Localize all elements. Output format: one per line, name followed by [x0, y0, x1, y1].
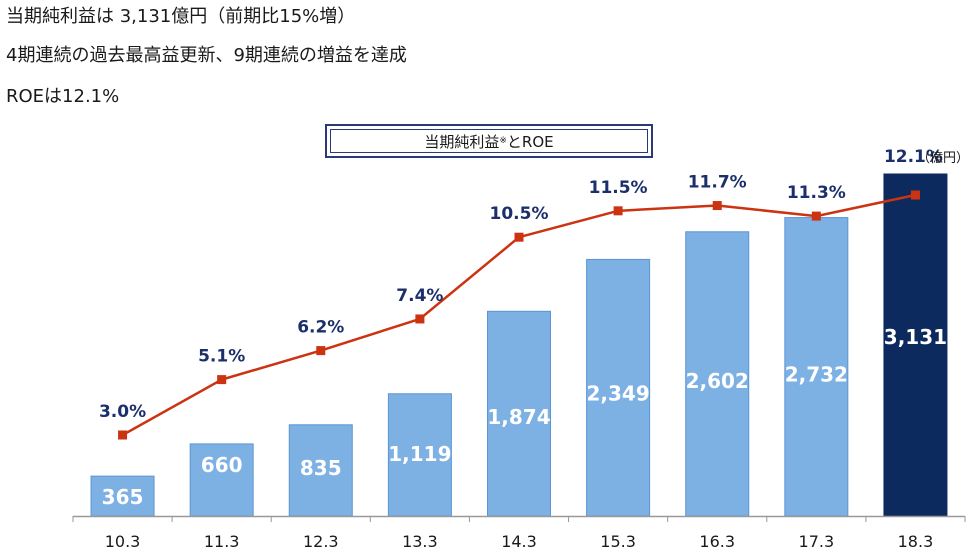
roe-label-12.3: 6.2% — [297, 318, 344, 338]
bar-15.3 — [586, 258, 651, 517]
roe-marker-13.3 — [415, 314, 425, 324]
chart-title-box: 当期純利益 ※ とROE — [325, 124, 653, 158]
bar-value-label-16.3: 2,602 — [686, 369, 749, 393]
bar-value-label-18.3: 3,131 — [884, 325, 947, 349]
roe-label-17.3: 11.3% — [787, 183, 846, 203]
roe-marker-18.3 — [910, 190, 920, 200]
roe-label-18.3: 12.1% — [884, 147, 943, 167]
x-tick-label-14.3: 14.3 — [501, 532, 537, 551]
bar-17.3 — [784, 217, 849, 517]
bar-13.3 — [387, 393, 452, 517]
bar-value-label-12.3: 835 — [300, 456, 342, 480]
roe-label-11.3: 5.1% — [198, 347, 245, 367]
headline-net-income: 当期純利益は 3,131億円（前期比15%増） — [6, 6, 356, 27]
roe-marker-14.3 — [514, 232, 524, 242]
x-tick-label-17.3: 17.3 — [799, 532, 835, 551]
bar-value-label-13.3: 1,119 — [388, 442, 451, 466]
roe-marker-10.3 — [118, 430, 128, 440]
x-tick-label-13.3: 13.3 — [402, 532, 438, 551]
x-tick-label-11.3: 11.3 — [204, 532, 240, 551]
bar-14.3 — [487, 310, 551, 517]
x-tick-label-18.3: 18.3 — [898, 532, 934, 551]
chart-title: 当期純利益 ※ とROE — [330, 129, 648, 153]
roe-label-10.3: 3.0% — [99, 402, 146, 422]
unit-label: （億円） — [917, 150, 969, 166]
bar-value-label-10.3: 365 — [102, 485, 144, 509]
chart-title-main: 当期純利益 — [424, 132, 500, 151]
roe-marker-11.3 — [217, 375, 227, 385]
roe-marker-15.3 — [613, 206, 623, 216]
bar-value-label-17.3: 2,732 — [785, 363, 848, 387]
headline-roe: ROEは12.1% — [6, 86, 120, 107]
headline-record-profit: 4期連続の過去最高益更新、9期連続の増益を達成 — [6, 45, 407, 66]
bar-value-label-11.3: 660 — [201, 453, 243, 477]
x-tick-label-10.3: 10.3 — [105, 532, 141, 551]
bar-value-label-15.3: 2,349 — [586, 382, 649, 406]
roe-label-14.3: 10.5% — [490, 204, 549, 224]
x-tick-label-15.3: 15.3 — [600, 532, 636, 551]
roe-marker-12.3 — [316, 346, 326, 356]
roe-label-15.3: 11.5% — [589, 178, 648, 198]
bar-value-label-14.3: 1,874 — [487, 405, 550, 429]
bar-16.3 — [685, 231, 750, 517]
bar-12.3 — [288, 424, 353, 517]
chart-title-suffix: とROE — [506, 132, 554, 151]
roe-label-13.3: 7.4% — [396, 286, 443, 306]
roe-label-16.3: 11.7% — [688, 173, 747, 193]
x-tick-label-16.3: 16.3 — [699, 532, 735, 551]
bar-10.3 — [90, 475, 155, 517]
bar-18.3 — [883, 173, 948, 517]
roe-marker-17.3 — [811, 211, 821, 221]
roe-marker-16.3 — [712, 201, 722, 211]
x-tick-label-12.3: 12.3 — [303, 532, 339, 551]
chart-title-note-mark: ※ — [499, 136, 507, 146]
